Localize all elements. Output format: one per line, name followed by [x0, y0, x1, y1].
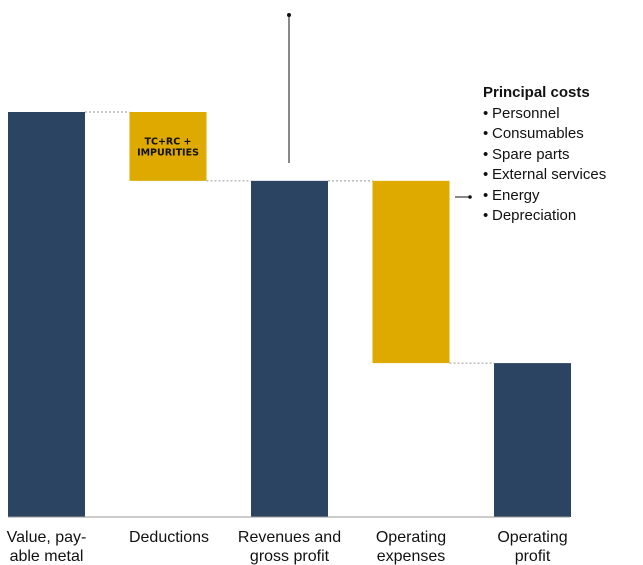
principal-costs-item-label: Personnel: [492, 104, 560, 122]
bar-inner-label: TC+RC +: [145, 136, 192, 147]
principal-costs-item: • Personnel: [476, 104, 606, 125]
bullet: •: [483, 145, 489, 163]
bar-0: [8, 112, 85, 517]
bullet: •: [483, 207, 489, 224]
connector-lines: [85, 111, 494, 364]
principal-costs-item-label: External services: [492, 166, 607, 183]
pointer-dot-costs: [468, 195, 472, 199]
bar-3: [372, 180, 450, 364]
category-label: Value, pay-: [7, 529, 87, 546]
bar-inner-label: IMPURITIES: [137, 147, 199, 158]
category-label: Revenues and: [238, 529, 341, 546]
bullet: •: [483, 125, 489, 142]
bar-2: [251, 180, 328, 517]
principal-costs-item: • Energy: [476, 186, 606, 207]
pointer-annotations: [287, 13, 472, 199]
bar-inner-labels: TC+RC +IMPURITIES: [137, 136, 199, 158]
bullet: •: [483, 166, 489, 183]
category-label: Deductions: [129, 529, 209, 546]
principal-costs-item-label: Consumables: [492, 125, 584, 142]
category-label: gross profit: [250, 548, 330, 565]
principal-costs-item: • External services: [476, 165, 606, 186]
principal-costs-item-label: Spare parts: [492, 145, 570, 163]
pointer-dot-top: [287, 13, 291, 17]
bar-1: [129, 112, 207, 181]
principal-costs-title: Principal costs: [483, 84, 590, 101]
principal-costs-item: • Consumables: [476, 124, 606, 145]
category-label: Operating: [376, 529, 446, 546]
category-labels: Value, pay-able metal Deductions Revenues …: [7, 529, 568, 565]
category-label: profit: [515, 548, 551, 565]
bar-4: [494, 363, 571, 517]
bullet: •: [483, 186, 489, 204]
principal-costs-list: • Personnel • Consumables • Spare parts • Ex…: [476, 104, 606, 227]
bullet: •: [483, 104, 489, 122]
category-label: Operating: [497, 529, 567, 546]
principal-costs-item: • Depreciation: [476, 206, 606, 227]
category-label: able metal: [10, 548, 84, 565]
principal-costs-item: • Spare parts: [476, 145, 606, 166]
principal-costs-item-label: Depreciation: [492, 207, 577, 224]
principal-costs-callout: Principal costs • Personnel • Consumables …: [476, 83, 606, 227]
principal-costs-item-label: Energy: [492, 186, 540, 204]
category-label: expenses: [377, 548, 446, 565]
bar-group: [8, 112, 571, 517]
